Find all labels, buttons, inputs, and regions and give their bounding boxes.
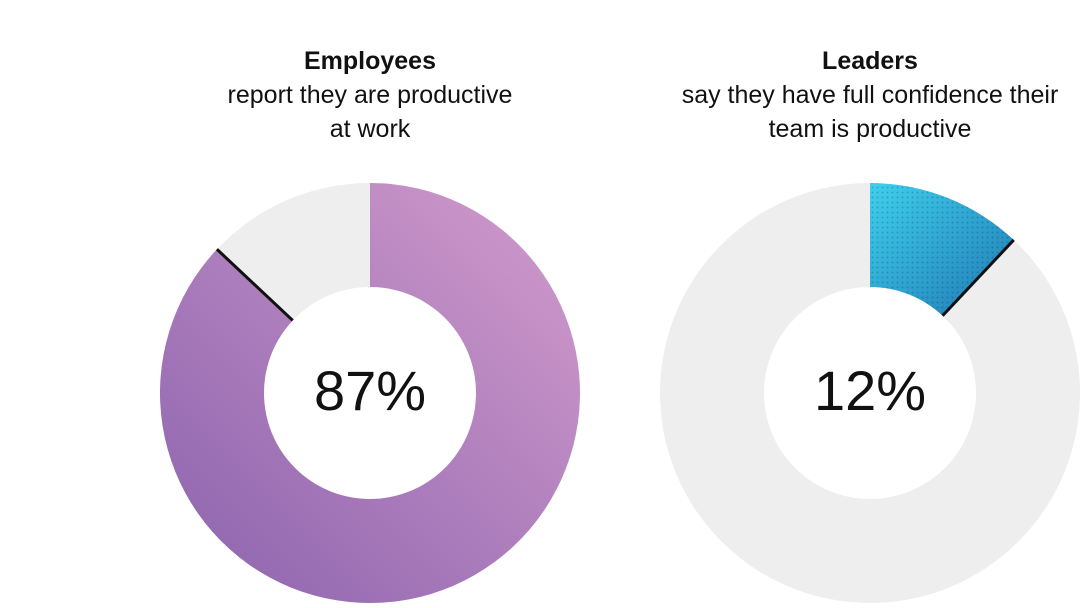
employees-panel: Employees report they are productive at … bbox=[100, 0, 640, 608]
employees-donut-chart: 87% bbox=[160, 183, 581, 603]
leaders-donut-chart: 12% bbox=[660, 183, 1080, 603]
employees-center-value: 87% bbox=[314, 359, 426, 422]
leaders-slice-divider bbox=[941, 238, 1015, 317]
employees-subtitle: report they are productive at work bbox=[227, 81, 513, 143]
leaders-center-value: 12% bbox=[814, 359, 926, 422]
leaders-panel: Leaders say they have full confidence th… bbox=[600, 0, 1080, 608]
employees-remainder-slice bbox=[216, 183, 370, 321]
employees-value-slice bbox=[160, 183, 581, 603]
leaders-heading: Leaders say they have full confidence th… bbox=[600, 44, 1080, 146]
leaders-subtitle: say they have full confidence their team… bbox=[681, 81, 1059, 143]
leaders-value-slice-texture bbox=[870, 183, 1014, 316]
employees-heading: Employees report they are productive at … bbox=[100, 44, 640, 146]
leaders-title: Leaders bbox=[822, 47, 918, 75]
employees-slice-divider bbox=[215, 248, 294, 322]
employees-title: Employees bbox=[303, 47, 436, 75]
leaders-remainder-slice bbox=[660, 183, 1080, 603]
